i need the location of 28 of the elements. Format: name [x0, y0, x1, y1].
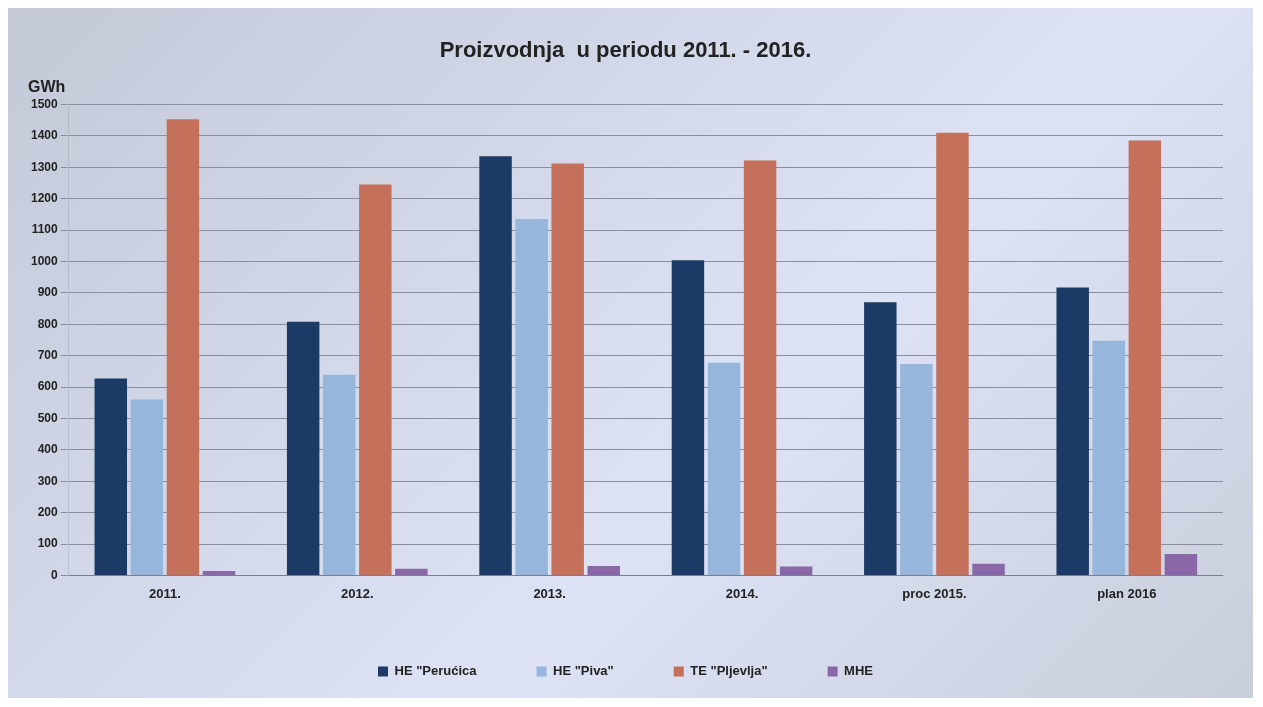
- y-tick-label: 1000: [30, 253, 59, 268]
- x-tick-label: 2012.: [341, 585, 374, 601]
- y-axis-title: GWh: [28, 78, 66, 96]
- y-tick-label: 700: [37, 347, 59, 362]
- y-tick-label: 300: [37, 473, 59, 488]
- x-tick-label: 2014.: [725, 585, 759, 601]
- y-tick-label: 1500: [30, 96, 59, 111]
- legend-label: HE "Perućica: [394, 663, 478, 679]
- y-tick-label: 1300: [30, 159, 59, 174]
- y-tick-label: 600: [37, 379, 59, 394]
- y-tick-label: 400: [37, 442, 59, 457]
- chart-title: Proizvodnja u periodu 2011. - 2016.: [439, 37, 812, 63]
- y-tick-label: 100: [37, 536, 59, 551]
- y-tick-label: 200: [37, 504, 59, 519]
- legend-label: HE "Piva": [553, 663, 614, 679]
- x-tick-label: plan 2016: [1097, 585, 1157, 601]
- y-tick-label: 800: [37, 316, 59, 331]
- y-tick-label: 1100: [31, 222, 59, 237]
- legend-label: TE "Pljevlja": [690, 663, 768, 679]
- x-tick-label: 2013.: [533, 585, 566, 601]
- y-tick-label: 900: [37, 285, 59, 300]
- y-tick-label: 1200: [30, 190, 59, 205]
- x-tick-label: proc 2015.: [902, 585, 967, 601]
- y-tick-label: 1400: [30, 128, 59, 143]
- y-tick-label: 0: [51, 567, 59, 582]
- legend-label: MHE: [844, 663, 874, 679]
- x-tick-label: 2011.: [148, 585, 181, 601]
- y-tick-label: 500: [37, 410, 59, 425]
